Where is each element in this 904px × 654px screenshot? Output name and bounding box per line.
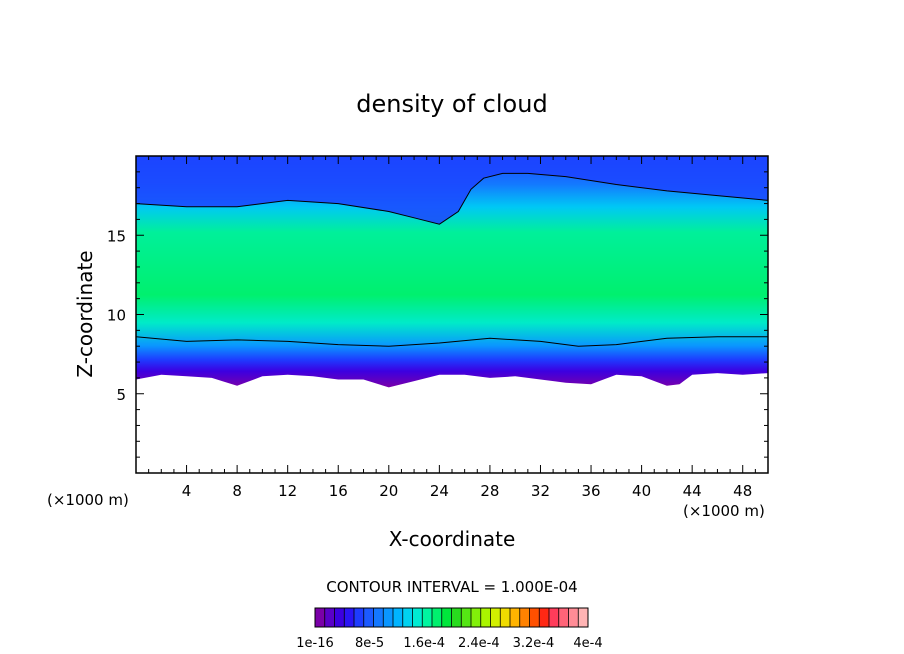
x-tick-label: 24 — [430, 482, 449, 500]
x-tick-label: 16 — [329, 482, 348, 500]
colorbar-label: 8e-5 — [355, 636, 384, 651]
colorbar — [314, 607, 589, 628]
colorbar-swatch — [490, 608, 501, 627]
colorbar-swatch — [324, 608, 335, 627]
colorbar-label: 2.4e-4 — [458, 636, 500, 651]
colorbar-swatch — [354, 608, 365, 627]
colorbar-swatch — [471, 608, 482, 627]
y-axis-ticks: 5 10 15 — [107, 155, 768, 474]
y-tick-label: 10 — [107, 307, 126, 325]
colorbar-swatch — [422, 608, 433, 627]
colorbar-label: 1.6e-4 — [403, 636, 445, 651]
colorbar-swatch — [383, 608, 394, 627]
contour-interval-label: CONTOUR INTERVAL = 1.000E-04 — [326, 578, 577, 596]
x-tick-label: 20 — [379, 482, 398, 500]
colorbar-swatch — [441, 608, 452, 627]
x-axis-ticks: 4 8 12 16 20 24 28 32 36 40 44 48 — [135, 156, 769, 500]
cloud-density-field — [136, 156, 768, 388]
colorbar-swatch — [500, 608, 511, 627]
chart-title: density of cloud — [356, 90, 547, 118]
colorbar-labels: 1e-16 8e-5 1.6e-4 2.4e-4 3.2e-4 4e-4 — [296, 636, 602, 651]
colorbar-swatch — [529, 608, 540, 627]
colorbar-label: 3.2e-4 — [513, 636, 555, 651]
plot-field — [136, 156, 768, 388]
x-tick-label: 8 — [232, 482, 242, 500]
cloud-top-band — [136, 156, 768, 225]
colorbar-frame — [314, 607, 589, 628]
y-tick-label: 5 — [116, 386, 126, 404]
x-tick-label: 48 — [733, 482, 752, 500]
y-axis-label: Z-coordinate — [73, 250, 97, 377]
colorbar-swatch — [549, 608, 560, 627]
lower-contour-line — [136, 336, 768, 347]
x-axis-label: X-coordinate — [389, 527, 516, 551]
colorbar-label: 1e-16 — [296, 636, 334, 651]
colorbar-label: 4e-4 — [573, 636, 602, 651]
colorbar-swatch — [393, 608, 404, 627]
colorbar-swatch — [451, 608, 462, 627]
x-tick-label: 4 — [182, 482, 192, 500]
colorbar-swatch — [539, 608, 550, 627]
colorbar-swatch — [519, 608, 530, 627]
colorbar-swatch — [412, 608, 423, 627]
colorbar-swatch — [461, 608, 472, 627]
colorbar-swatch — [432, 608, 443, 627]
x-tick-label: 44 — [683, 482, 702, 500]
colorbar-swatch — [568, 608, 579, 627]
x-unit-left: (×1000 m) — [47, 491, 129, 509]
x-tick-label: 32 — [531, 482, 550, 500]
colorbar-swatch — [373, 608, 384, 627]
colorbar-swatch — [510, 608, 521, 627]
x-tick-label: 12 — [278, 482, 297, 500]
x-unit-right: (×1000 m) — [683, 502, 765, 520]
colorbar-swatch — [363, 608, 374, 627]
x-tick-label: 28 — [480, 482, 499, 500]
colorbar-swatch — [558, 608, 569, 627]
y-tick-label: 15 — [107, 227, 126, 245]
colorbar-swatch — [315, 608, 326, 627]
colorbar-swatch — [578, 608, 589, 627]
upper-contour-line — [136, 172, 768, 225]
x-tick-label: 36 — [581, 482, 600, 500]
colorbar-swatch — [334, 608, 345, 627]
colorbar-swatch — [344, 608, 355, 627]
x-tick-label: 40 — [632, 482, 651, 500]
colorbar-swatch — [402, 608, 413, 627]
colorbar-swatch — [480, 608, 491, 627]
